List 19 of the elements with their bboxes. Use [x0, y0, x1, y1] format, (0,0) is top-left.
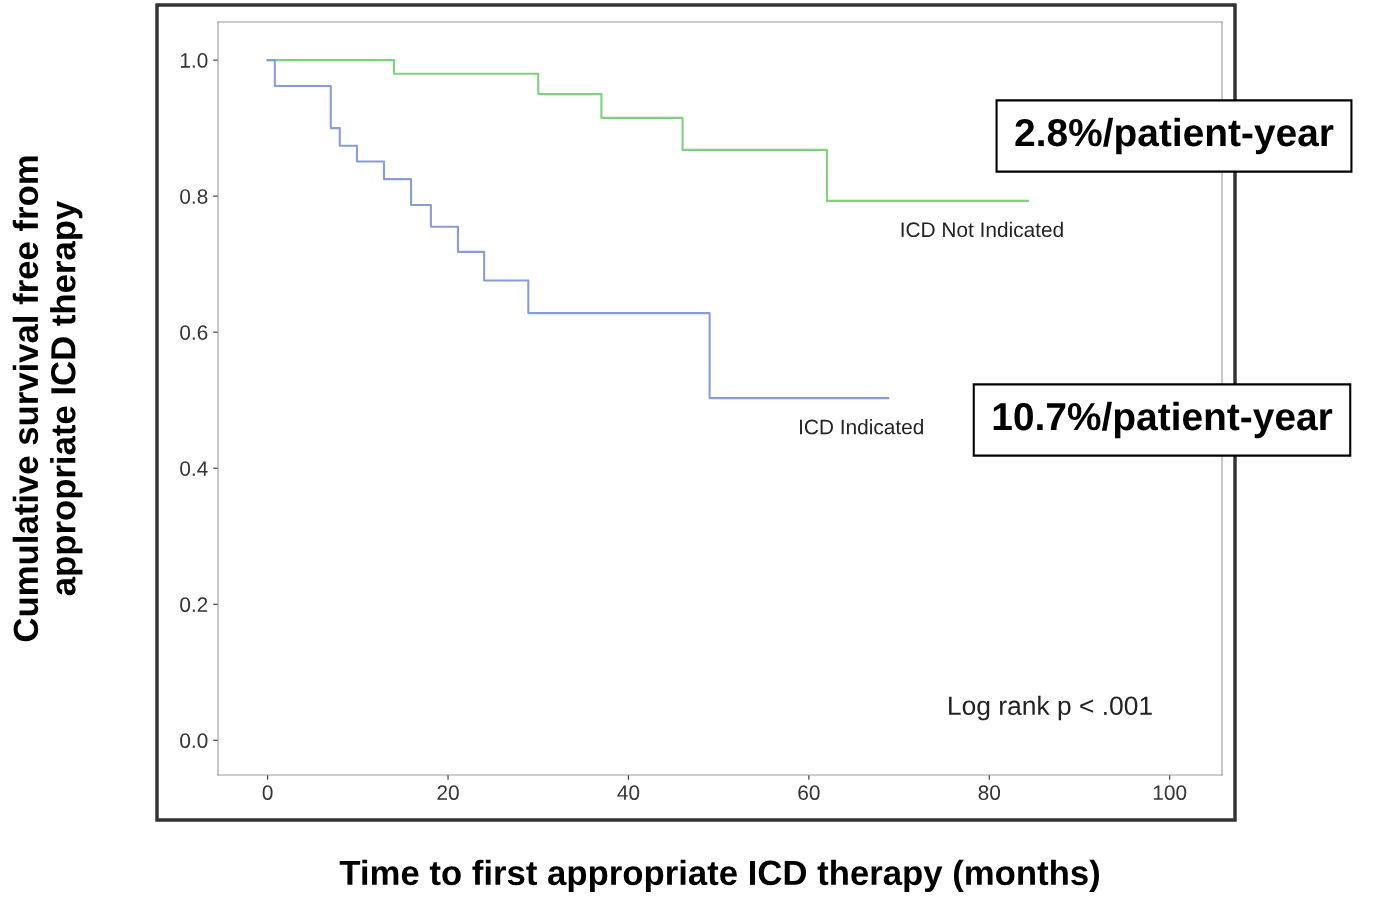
y-axis-title: Cumulative survival free from appropriate ICD therapy	[12, 156, 83, 642]
y-tick-label: 0.0	[180, 733, 208, 749]
x-tick-label: 20	[437, 785, 459, 801]
y-tick-label: 1.0	[180, 53, 208, 68]
series-label: ICD Not Indicated	[901, 221, 1063, 238]
x-tick-label: 40	[617, 785, 640, 801]
y-tick-label: 0.8	[180, 189, 208, 204]
y-tick-label: 0.2	[180, 597, 208, 613]
series-label: ICD Indicated	[800, 419, 923, 435]
annotation: 2.8%/patient-year	[1015, 117, 1334, 155]
annotation: Log rank p < .001	[949, 695, 1152, 721]
y-tick-label: 0.4	[180, 461, 208, 476]
x-tick-label: 60	[798, 785, 820, 801]
y-tick-label: 0.6	[180, 325, 208, 340]
x-tick-label: 100	[1153, 785, 1187, 801]
x-tick-label: 80	[978, 785, 1001, 801]
x-axis-title: Time to first appropriate ICD therapy (months)	[339, 859, 1099, 893]
x-tick-label: 0	[262, 785, 273, 801]
annotation: 10.7%/patient-year	[993, 401, 1333, 439]
